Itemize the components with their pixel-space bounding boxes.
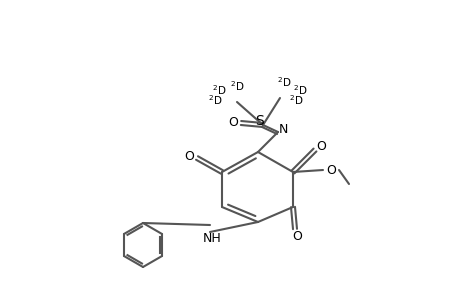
Text: NH: NH xyxy=(202,232,221,245)
Text: O: O xyxy=(315,140,325,152)
Text: $^2$D: $^2$D xyxy=(288,93,302,107)
Text: $^2$D: $^2$D xyxy=(230,79,244,93)
Text: O: O xyxy=(228,116,237,128)
Text: O: O xyxy=(325,164,335,176)
Text: $^2$D: $^2$D xyxy=(211,83,226,97)
Text: $^2$D: $^2$D xyxy=(276,75,291,89)
Text: O: O xyxy=(291,230,301,244)
Text: $^2$D: $^2$D xyxy=(207,93,222,107)
Text: O: O xyxy=(184,149,194,163)
Text: S: S xyxy=(255,114,264,128)
Text: $^2$D: $^2$D xyxy=(292,83,307,97)
Text: N: N xyxy=(278,122,287,136)
